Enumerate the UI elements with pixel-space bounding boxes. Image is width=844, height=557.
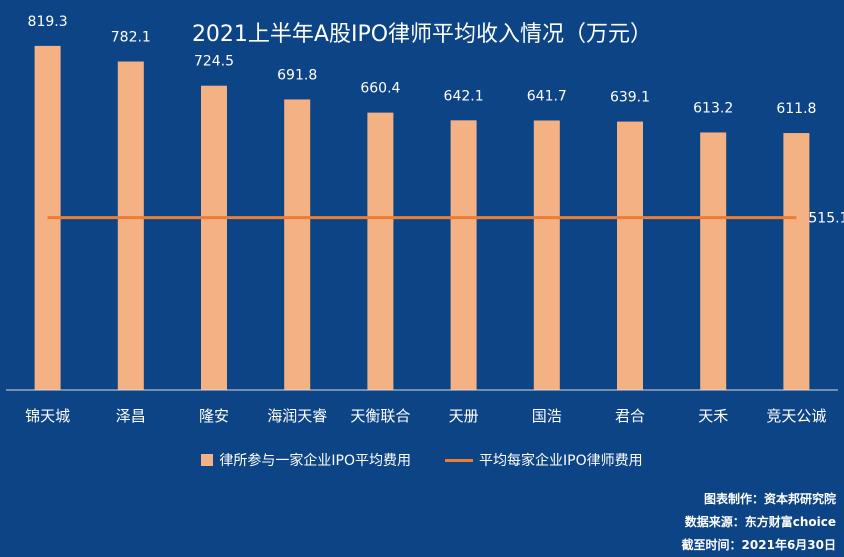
labels-layer: 819.3 锦天城 782.1 泽昌 724.5 隆安 691.8 海润天睿 660.4 天衡联合… [25, 14, 826, 425]
bar-value-label: 660.4 [360, 81, 400, 97]
legend-item-bar: 律所参与一家企业IPO平均费用 [201, 450, 411, 470]
bar-value-label: 611.8 [776, 101, 816, 117]
footer-maker: 图表制作：资本邦研究院 [703, 492, 836, 506]
bar-6 [450, 120, 477, 391]
bar-value-label: 642.1 [444, 88, 484, 104]
bar-7 [533, 120, 560, 391]
bar-9 [700, 132, 727, 390]
bar-5 [367, 112, 394, 390]
bar-8 [617, 121, 643, 390]
category-label: 锦天城 [25, 407, 70, 425]
category-label: 天衡联合 [350, 407, 410, 425]
category-label: 泽昌 [116, 407, 146, 425]
bar-10 [783, 133, 810, 390]
bar-4 [284, 99, 311, 390]
legend-item-line: 平均每家企业IPO律师费用 [445, 450, 643, 470]
bar-value-label: 641.7 [527, 88, 567, 104]
legend-bar-swatch [201, 454, 214, 466]
average-value-label: 515.1 [808, 211, 844, 227]
footer-notes: 图表制作：资本邦研究院 数据来源：东方财富choice 截至时间：2021年6月… [682, 488, 836, 557]
legend-line-swatch [445, 458, 473, 462]
footer-date: 截至时间：2021年6月30日 [681, 538, 836, 552]
chart-title: 2021上半年A股IPO律师平均收入情况（万元） [191, 22, 653, 47]
category-label: 隆安 [199, 407, 229, 425]
bar-value-label: 639.1 [610, 90, 650, 106]
bars-layer [34, 45, 810, 391]
bar-value-label: 613.2 [693, 100, 733, 116]
bar-value-label: 724.5 [194, 54, 234, 70]
category-label: 天禾 [698, 407, 728, 425]
footer-source: 数据来源：东方财富choice [684, 515, 836, 529]
category-label: 国浩 [532, 407, 562, 425]
category-label: 海润天睿 [267, 407, 327, 425]
legend-bar-label: 律所参与一家企业IPO平均费用 [219, 453, 411, 469]
category-label: 竞天公诚 [766, 407, 826, 425]
bar-value-label: 691.8 [277, 67, 317, 83]
category-label: 君合 [615, 407, 645, 425]
average-layer: 515.1 [47, 211, 844, 227]
bar-3 [201, 85, 227, 391]
bar-2 [117, 61, 144, 390]
category-label: 天册 [449, 407, 479, 425]
bar-value-label: 782.1 [111, 30, 151, 46]
legend-line-label: 平均每家企业IPO律师费用 [479, 453, 643, 469]
bar-value-label: 819.3 [28, 14, 68, 30]
legend: 律所参与一家企业IPO平均费用 平均每家企业IPO律师费用 [0, 450, 844, 470]
